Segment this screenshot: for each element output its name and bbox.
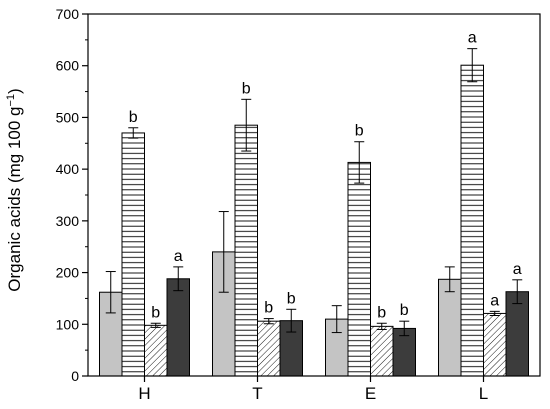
y-axis: 0 100 200 300 400 500 600 700 — [56, 6, 88, 384]
y-tick-label: 200 — [56, 265, 80, 281]
significance-letter: b — [151, 304, 160, 321]
significance-letter: b — [242, 80, 251, 97]
significance-letter: a — [513, 261, 522, 278]
bar — [505, 291, 529, 377]
x-tick-label: H — [138, 384, 150, 403]
bar — [438, 278, 462, 377]
significance-letter: b — [355, 123, 364, 140]
bar — [121, 132, 145, 377]
significance-letter: b — [400, 302, 409, 319]
significance-letter: b — [287, 290, 296, 307]
bar — [460, 64, 484, 377]
y-tick-label: 400 — [56, 161, 80, 177]
bar — [483, 312, 507, 377]
x-tick-label: T — [252, 384, 262, 403]
significance-letter: a — [174, 248, 183, 265]
significance-letter: b — [377, 304, 386, 321]
x-tick-label: E — [365, 384, 376, 403]
bar — [234, 124, 258, 377]
bar — [144, 324, 168, 377]
y-axis-label: Organic acids (mg 100 g−1) — [5, 88, 24, 291]
significance-letter: a — [490, 292, 499, 309]
y-tick-label: 300 — [56, 213, 80, 229]
bar — [370, 325, 394, 377]
significance-letter: a — [468, 30, 477, 47]
y-tick-label: 700 — [56, 6, 80, 22]
y-tick-label: 0 — [71, 368, 79, 384]
bars-layer — [99, 64, 529, 377]
y-tick-label: 500 — [56, 109, 80, 125]
error-bars-layer — [105, 48, 523, 337]
x-tick-label: L — [479, 384, 488, 403]
y-tick-label: 600 — [56, 58, 80, 74]
significance-letter: b — [264, 300, 273, 317]
significance-letter: b — [129, 109, 138, 126]
bar — [257, 320, 281, 377]
bar — [166, 278, 190, 377]
y-tick-label: 100 — [56, 316, 80, 332]
bar — [347, 161, 371, 377]
